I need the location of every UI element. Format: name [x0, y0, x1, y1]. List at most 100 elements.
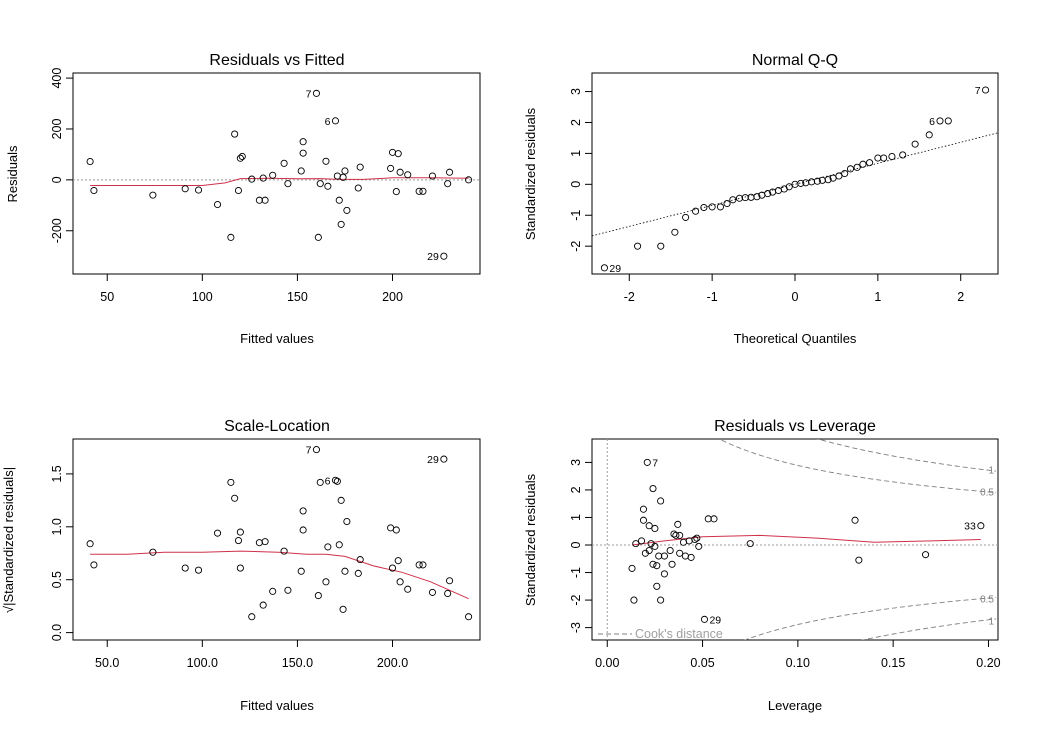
qq-reference-line — [592, 132, 998, 237]
data-point — [899, 151, 907, 159]
data-point — [356, 163, 364, 171]
data-point — [248, 175, 256, 183]
cooks-distance-contour — [816, 439, 997, 472]
data-point — [231, 130, 239, 138]
data-point — [280, 159, 288, 167]
y-axis-label: Standardized residuals — [523, 107, 538, 240]
data-point — [149, 191, 157, 199]
data-point — [404, 171, 412, 179]
y-tick-label: -3 — [569, 622, 583, 633]
x-tick-label: 200 — [382, 290, 403, 304]
data-point — [284, 586, 292, 594]
data-point — [387, 164, 395, 172]
data-point — [339, 605, 347, 613]
data-point — [691, 535, 699, 544]
data-point — [682, 213, 690, 221]
data-point — [231, 494, 239, 502]
smoother-line — [90, 550, 469, 600]
data-point — [859, 160, 867, 168]
y-axis-label: Residuals — [5, 145, 20, 203]
data-point — [674, 520, 682, 528]
data-point — [299, 526, 307, 534]
data-point — [259, 601, 267, 609]
data-point — [853, 163, 861, 171]
data-point — [657, 596, 665, 604]
data-point — [649, 560, 657, 568]
data-point — [446, 577, 454, 585]
data-point — [90, 186, 98, 195]
data-point — [785, 183, 793, 191]
data-point — [753, 193, 761, 201]
x-tick-label: 0.00 — [595, 656, 619, 670]
outlier-label: 7 — [652, 457, 658, 469]
data-point — [708, 203, 716, 211]
data-point — [925, 131, 933, 139]
cooks-distance-contour — [743, 596, 997, 640]
y-tick-label: 2 — [569, 486, 583, 493]
data-point — [444, 589, 452, 598]
outlier-label: 7 — [306, 88, 312, 100]
data-point — [314, 233, 322, 241]
data-point — [444, 180, 452, 188]
data-point — [297, 167, 305, 175]
data-point — [660, 570, 668, 578]
x-tick-label: 100.0 — [187, 656, 218, 670]
data-point — [681, 552, 689, 560]
data-point — [354, 569, 362, 577]
data-point — [645, 522, 653, 530]
data-point — [764, 190, 772, 198]
data-point — [874, 154, 882, 162]
x-tick-label: 0.10 — [786, 656, 810, 670]
data-point — [977, 522, 985, 530]
data-point — [672, 531, 680, 539]
x-tick-label: 1 — [874, 290, 881, 304]
x-tick-label: 0.05 — [690, 656, 714, 670]
data-point — [774, 186, 782, 195]
data-point — [638, 537, 646, 545]
data-point — [255, 196, 263, 204]
data-point — [194, 566, 203, 574]
data-point — [335, 541, 343, 549]
data-point — [668, 560, 676, 568]
data-point — [236, 154, 244, 162]
data-point — [236, 528, 244, 536]
cooks-contour-label: 1 — [988, 465, 994, 476]
data-point — [634, 242, 642, 250]
data-point — [415, 561, 423, 569]
data-point — [280, 547, 288, 555]
data-point — [343, 517, 351, 526]
data-point — [880, 154, 888, 162]
normal-qq-panel: Normal Q-Q Theoretical Quantiles Standardi… — [523, 52, 999, 346]
data-point — [394, 557, 402, 565]
data-point — [710, 515, 718, 523]
data-point — [465, 176, 473, 184]
data-point — [692, 207, 700, 215]
outlier-label: 6 — [325, 475, 331, 487]
outlier-label: 29 — [427, 454, 439, 466]
y-tick-label: 0.5 — [50, 571, 64, 588]
data-point — [261, 538, 269, 546]
data-point — [813, 177, 821, 185]
data-point — [855, 556, 863, 564]
data-point — [213, 529, 222, 537]
data-point — [982, 86, 990, 94]
data-point — [824, 176, 832, 184]
outlier-label: 29 — [427, 251, 439, 263]
data-point — [653, 562, 661, 570]
data-point — [649, 485, 657, 493]
data-point — [653, 582, 661, 590]
data-point — [194, 186, 203, 194]
data-point — [341, 167, 349, 175]
cooks-contour-label: 0.5 — [980, 595, 994, 606]
data-point — [687, 553, 695, 561]
data-point — [333, 172, 341, 180]
data-point — [639, 505, 648, 513]
outlier-label: 29 — [709, 614, 721, 626]
data-point — [797, 179, 805, 187]
data-point — [213, 200, 222, 209]
smoother-line — [90, 177, 469, 186]
data-point — [248, 613, 256, 621]
x-tick-label: -1 — [707, 290, 718, 304]
data-point — [676, 549, 684, 557]
